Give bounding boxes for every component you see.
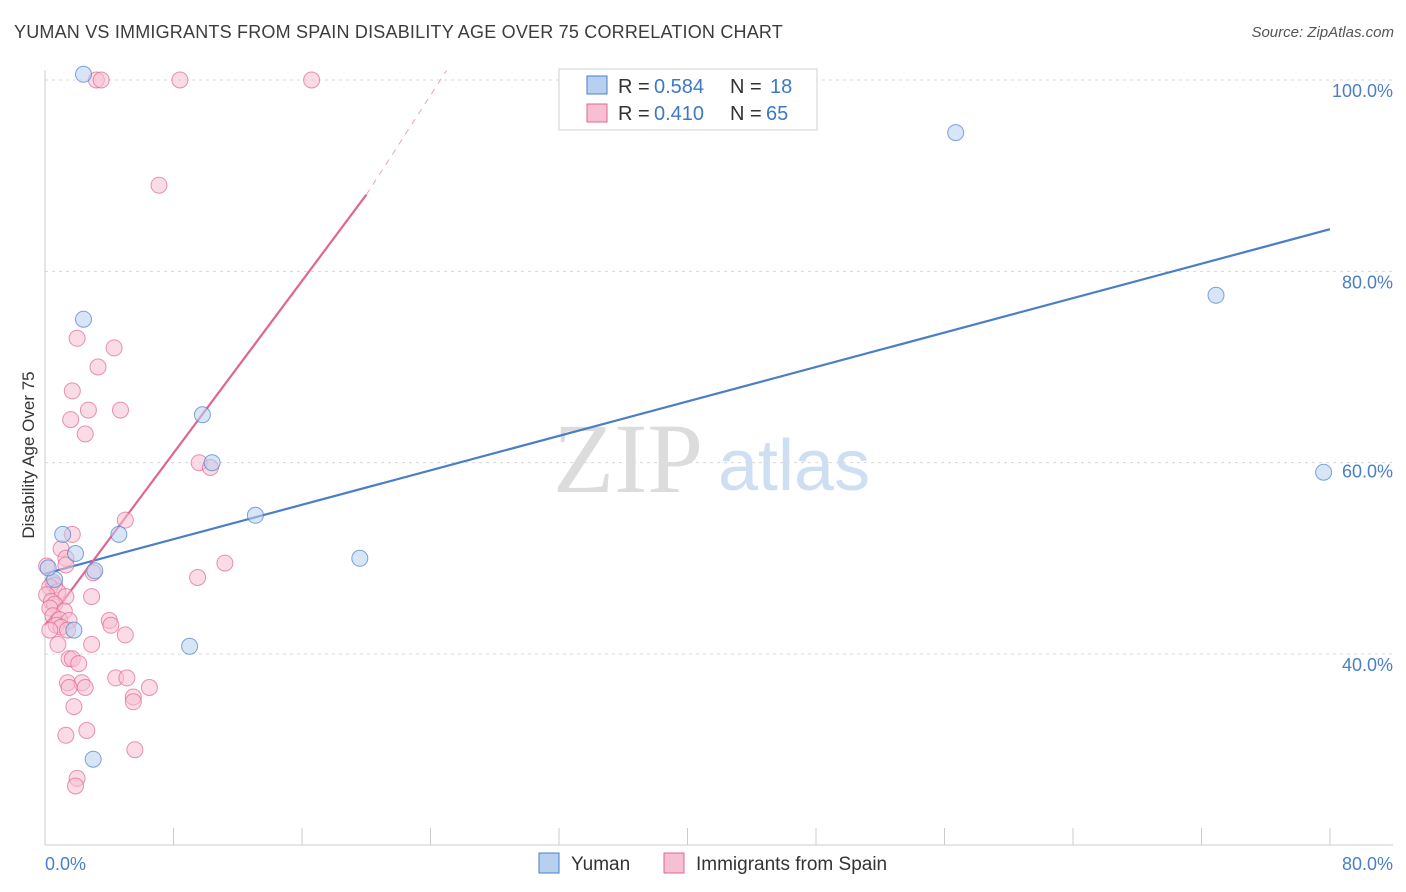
legend-swatch-spain	[586, 103, 608, 123]
point-spain-58	[65, 698, 83, 716]
y-tick-label-60: 60.0%	[1342, 462, 1393, 482]
point-spain-42	[102, 616, 120, 634]
legend-r-label-yuman: R =	[618, 76, 650, 98]
point-spain-59	[78, 722, 96, 739]
y-tick-label-40: 40.0%	[1342, 655, 1393, 675]
point-spain-15	[116, 511, 134, 529]
point-yuman-0	[75, 65, 92, 83]
point-yuman-10	[351, 549, 369, 567]
point-yuman-5	[203, 454, 221, 472]
watermark: ZIP atlas	[553, 403, 870, 514]
point-spain-43	[116, 626, 134, 644]
trend-layer	[44, 70, 1331, 626]
x-tick-label-min: 0.0%	[45, 854, 86, 874]
source-label: Source: ZipAtlas.com	[1251, 24, 1394, 41]
y-axis-title: Disability Age Over 75	[19, 371, 38, 538]
legend-r-label-spain: R =	[618, 103, 650, 125]
point-yuman-17	[1315, 463, 1333, 481]
point-spain-1	[92, 71, 110, 89]
point-yuman-8	[110, 525, 128, 543]
legend-n-label-spain: N =	[730, 103, 762, 125]
legend-r-value-spain: 0.410	[654, 103, 704, 125]
point-spain-50	[118, 669, 136, 687]
point-spain-40	[41, 621, 59, 639]
point-spain-3	[303, 71, 321, 89]
point-spain-22	[189, 569, 207, 586]
point-spain-11	[62, 411, 80, 429]
point-spain-61	[126, 741, 144, 759]
trendline-yuman	[44, 228, 1331, 575]
series-legend-label-yuman: Yuman	[571, 854, 630, 875]
point-yuman-6	[246, 506, 264, 524]
point-spain-45	[49, 635, 67, 653]
watermark-zip: ZIP	[553, 403, 703, 514]
y-tick-label-80: 80.0%	[1342, 272, 1393, 292]
point-spain-12	[76, 425, 94, 443]
point-spain-53	[140, 679, 158, 696]
point-spain-44	[83, 635, 101, 653]
point-spain-60	[57, 726, 75, 744]
series-legend-label-spain: Immigrants from Spain	[696, 854, 887, 875]
point-yuman-9	[67, 545, 84, 562]
stats-legend: R = 0.584 N = 18 R = 0.410 N = 65	[558, 68, 818, 131]
point-yuman-1	[947, 124, 965, 142]
legend-n-value-spain: 65	[766, 103, 788, 125]
point-yuman-7	[54, 525, 72, 543]
point-spain-48	[70, 655, 88, 673]
point-spain-29	[83, 588, 101, 606]
point-yuman-14	[65, 621, 83, 639]
legend-n-value-yuman: 18	[770, 76, 792, 98]
point-spain-10	[112, 401, 129, 419]
point-spain-2	[171, 71, 189, 89]
point-yuman-2	[1207, 286, 1225, 304]
series-legend-swatch-spain	[663, 852, 685, 874]
point-yuman-3	[75, 310, 92, 328]
x-tick-label-max: 80.0%	[1342, 854, 1393, 874]
point-spain-8	[63, 382, 81, 400]
point-spain-55	[76, 679, 94, 696]
point-yuman-11	[86, 562, 104, 580]
point-yuman-4	[193, 406, 211, 424]
tick-layer: 40.0% 60.0% 80.0% 100.0% 0.0% 80.0%	[45, 81, 1393, 874]
watermark-atlas: atlas	[718, 426, 870, 506]
point-spain-54	[60, 679, 78, 696]
legend-r-value-yuman: 0.584	[654, 76, 704, 98]
point-layer	[38, 65, 1333, 795]
point-spain-63	[67, 777, 84, 795]
chart-title: YUMAN VS IMMIGRANTS FROM SPAIN DISABILIT…	[14, 22, 784, 42]
trendline-spain-extension	[365, 70, 447, 196]
point-spain-4	[150, 176, 168, 194]
point-spain-6	[105, 339, 123, 357]
point-spain-7	[89, 358, 107, 376]
axis-layer	[44, 70, 1393, 846]
legend-n-label-yuman: N =	[730, 76, 762, 98]
point-spain-57	[124, 693, 142, 711]
legend-swatch-yuman	[586, 75, 608, 95]
point-spain-19	[216, 554, 234, 572]
point-spain-5	[68, 329, 86, 347]
point-yuman-16	[84, 750, 102, 768]
y-tick-label-100: 100.0%	[1332, 81, 1393, 101]
point-spain-9	[79, 401, 97, 419]
series-legend: Yuman Immigrants from Spain	[538, 852, 887, 875]
point-yuman-13	[39, 559, 57, 577]
series-legend-swatch-yuman	[538, 852, 560, 874]
point-spain-20	[57, 556, 75, 574]
point-yuman-15	[181, 637, 199, 655]
